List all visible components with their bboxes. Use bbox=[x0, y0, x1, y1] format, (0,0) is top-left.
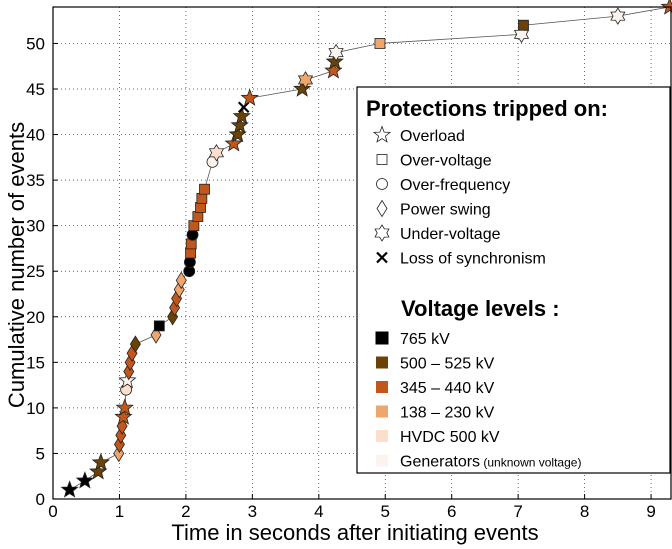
legend-color-swatch bbox=[376, 381, 388, 393]
overload-star-marker bbox=[60, 480, 79, 498]
legend-voltage-label: HVDC 500 kV bbox=[400, 429, 500, 446]
legend-protection-label: Power swing bbox=[400, 202, 491, 219]
over-voltage-square-marker bbox=[192, 211, 204, 222]
legend-voltage-label: 138 – 230 kV bbox=[400, 405, 495, 422]
legend-voltage-entries: 765 kV 500 – 525 kV 345 – 440 kV 138 – 230 … bbox=[375, 331, 581, 471]
x-tick-label: 6 bbox=[447, 502, 456, 521]
legend-voltage-label: Generators (unknown voltage) bbox=[400, 454, 581, 471]
legend-protection-label: Over-frequency bbox=[400, 177, 510, 194]
y-tick-label: 20 bbox=[26, 308, 45, 327]
legend-color-swatch bbox=[376, 356, 388, 369]
x-tick-label: 4 bbox=[314, 502, 323, 521]
over-voltage-square-marker bbox=[199, 183, 210, 195]
legend-voltage-text: HVDC 500 kV bbox=[400, 429, 500, 446]
legend-protection-label: Over-voltage bbox=[400, 153, 492, 170]
y-tick-label: 10 bbox=[26, 399, 45, 418]
overload-star-marker bbox=[224, 134, 243, 152]
under-voltage-star-marker bbox=[328, 43, 344, 62]
circle-icon bbox=[376, 178, 388, 190]
over-voltage-square-marker bbox=[195, 202, 206, 213]
y-tick-label: 40 bbox=[26, 126, 45, 145]
legend-voltage-label: 765 kV bbox=[400, 331, 450, 348]
legend-protection-label: Overload bbox=[400, 128, 465, 145]
overload-star-marker bbox=[232, 106, 251, 125]
diamond-icon bbox=[376, 199, 388, 218]
legend-color-swatch bbox=[376, 405, 388, 418]
x-axis-title: Time in seconds after initiating events bbox=[171, 520, 538, 545]
legend-protections-title: Protections tripped on: bbox=[366, 96, 608, 121]
x-tick-label: 1 bbox=[115, 502, 124, 521]
overload-star-marker bbox=[118, 370, 137, 389]
x-tick-label: 3 bbox=[248, 502, 257, 521]
x-tick-label: 9 bbox=[646, 502, 655, 521]
legend-protection-label: Under-voltage bbox=[400, 226, 501, 243]
over-voltage-square-marker bbox=[153, 320, 165, 332]
overload-star-marker bbox=[91, 452, 111, 471]
overload-star-marker bbox=[75, 471, 95, 489]
legend-voltage-text: Generators bbox=[400, 454, 480, 471]
legend-voltage-text: 765 kV bbox=[400, 331, 450, 348]
overload-star-marker bbox=[240, 88, 259, 106]
legend-protection-entries: Overload Over-voltage Over-frequency Power … bbox=[372, 125, 546, 268]
plot-frame bbox=[52, 6, 672, 500]
overload-star-marker bbox=[293, 79, 312, 97]
x-tick-label: 0 bbox=[48, 502, 57, 521]
y-tick-label: 25 bbox=[26, 262, 45, 281]
event-markers bbox=[60, 0, 672, 498]
legend: Protections tripped on: Voltage levels :… bbox=[356, 86, 671, 474]
over-voltage-square-marker bbox=[196, 192, 208, 204]
over-voltage-square-marker bbox=[188, 220, 200, 232]
legend-protection-label: Loss of synchronism bbox=[400, 251, 546, 268]
under-voltage-star-marker bbox=[297, 71, 314, 89]
star-5-point-icon bbox=[372, 125, 392, 143]
legend-box bbox=[356, 86, 671, 474]
over-voltage-square-marker bbox=[374, 38, 386, 49]
legend-voltage-text: 138 – 230 kV bbox=[400, 405, 495, 422]
power-swing-diamond-marker bbox=[175, 271, 187, 290]
star-6-point-icon bbox=[374, 224, 390, 242]
legend-voltage-label: 345 – 440 kV bbox=[400, 380, 495, 397]
x-tick-label: 5 bbox=[381, 502, 390, 521]
legend-color-swatch bbox=[376, 430, 388, 442]
y-tick-label: 0 bbox=[36, 490, 45, 509]
y-tick-label: 50 bbox=[26, 34, 45, 53]
x-tick-label: 2 bbox=[181, 502, 190, 521]
legend-color-swatch bbox=[375, 331, 389, 345]
y-tick-label: 35 bbox=[26, 171, 45, 190]
legend-voltage-note: (unknown voltage) bbox=[480, 456, 581, 470]
y-axis-title: Cumulative number of events bbox=[4, 122, 29, 408]
under-voltage-star-marker bbox=[208, 144, 225, 162]
x-cross-icon bbox=[376, 251, 388, 264]
y-tick-label: 15 bbox=[26, 353, 45, 372]
legend-color-swatch bbox=[376, 454, 388, 467]
overload-star-marker bbox=[89, 462, 108, 480]
legend-voltage-title: Voltage levels : bbox=[401, 296, 560, 321]
overload-star-marker bbox=[325, 52, 344, 70]
x-tick-label: 8 bbox=[580, 502, 589, 521]
under-voltage-star-marker bbox=[610, 7, 626, 25]
over-voltage-square-marker bbox=[185, 247, 196, 259]
y-tick-label: 5 bbox=[36, 444, 45, 463]
legend-voltage-text: 345 – 440 kV bbox=[400, 380, 495, 397]
overload-star-marker bbox=[115, 398, 134, 416]
y-tick-label: 30 bbox=[26, 217, 45, 236]
legend-voltage-label: 500 – 525 kV bbox=[400, 356, 495, 373]
legend-voltage-text: 500 – 525 kV bbox=[400, 356, 495, 373]
over-voltage-square-marker bbox=[518, 19, 529, 31]
y-tick-label: 45 bbox=[26, 80, 45, 99]
x-tick-label: 7 bbox=[513, 502, 522, 521]
square-icon bbox=[376, 154, 388, 165]
power-swing-diamond-marker bbox=[129, 335, 141, 353]
